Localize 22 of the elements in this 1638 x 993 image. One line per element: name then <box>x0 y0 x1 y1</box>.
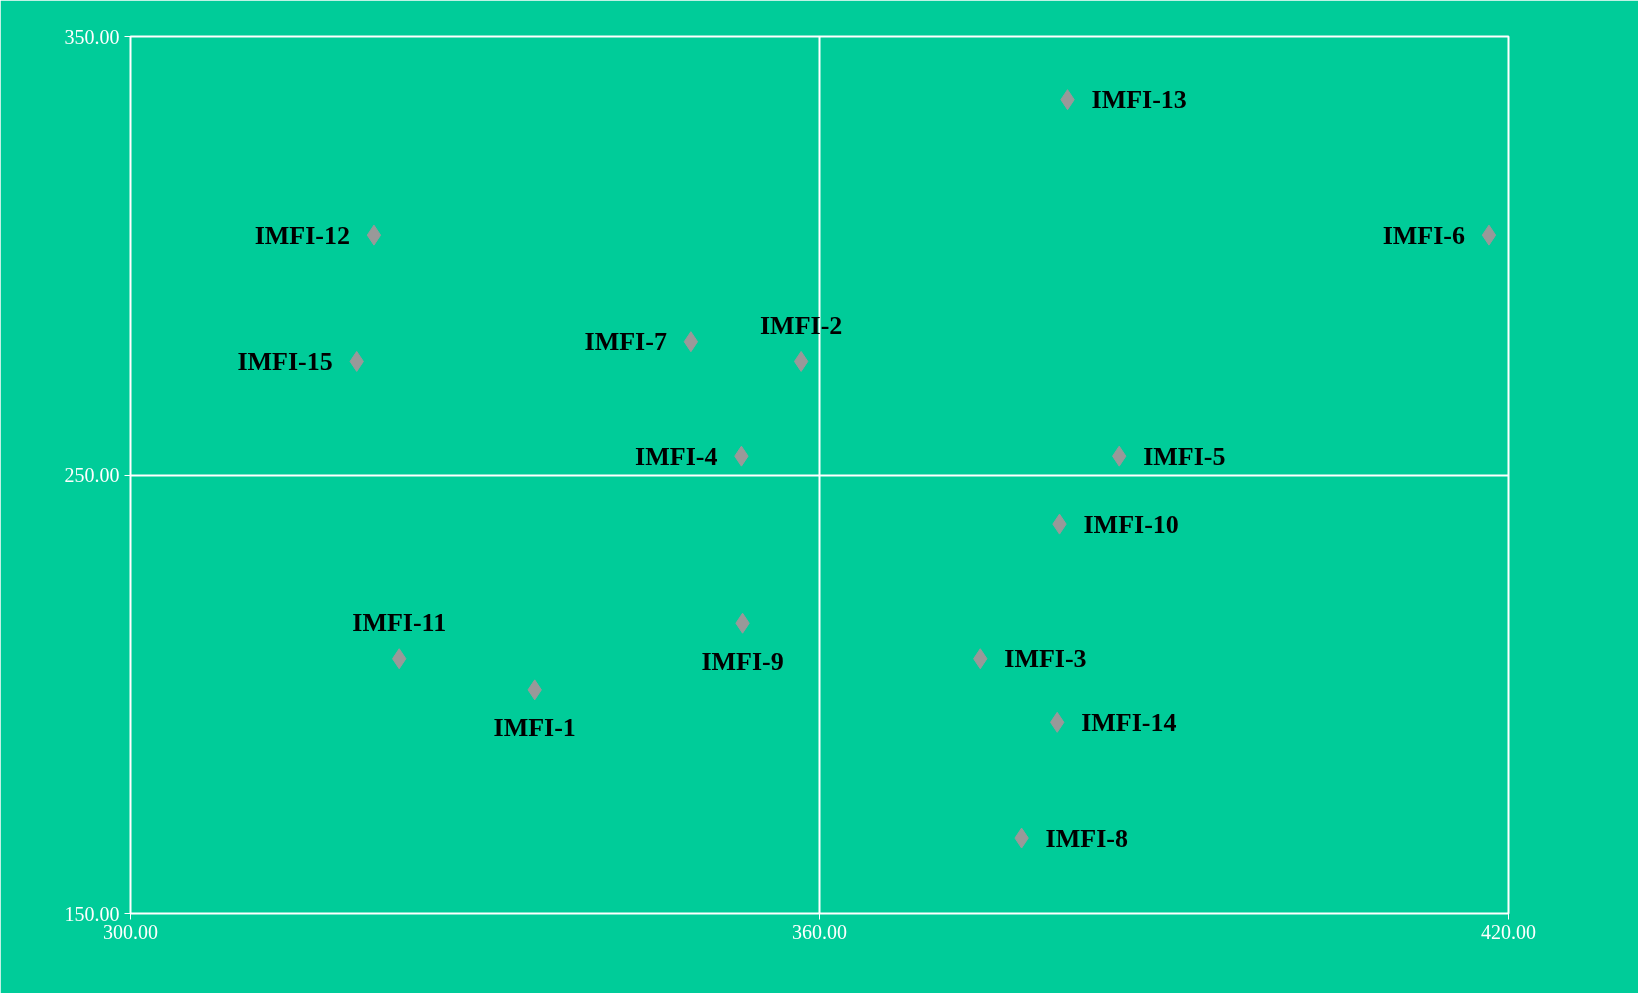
annotation: IMFI-5 <box>1143 441 1226 471</box>
y-tick-label: 250.00 <box>64 464 120 486</box>
annotation: IMFI-14 <box>1081 707 1177 737</box>
x-tick-label: 360.00 <box>792 920 847 943</box>
annotation: IMFI-1 <box>493 713 576 743</box>
annotation: IMFI-9 <box>701 646 784 676</box>
y-tick-label: 350.00 <box>64 25 120 48</box>
x-tick-label: 420.00 <box>1481 920 1536 943</box>
point <box>1481 224 1497 246</box>
annotation: IMFI-11 <box>352 608 447 638</box>
annotation: IMFI-15 <box>237 346 333 376</box>
annotation: IMFI-4 <box>635 441 718 471</box>
annotation: IMFI-12 <box>254 220 350 250</box>
annotation: IMFI-6 <box>1382 220 1465 250</box>
annotation: IMFI-7 <box>584 327 667 357</box>
point <box>793 350 809 372</box>
annotation: IMFI-8 <box>1045 823 1128 853</box>
annotation: IMFI-13 <box>1091 85 1187 115</box>
annotation: IMFI-10 <box>1083 509 1179 539</box>
annotation: IMFI-3 <box>1004 644 1087 674</box>
point <box>366 224 382 246</box>
point <box>683 331 699 353</box>
